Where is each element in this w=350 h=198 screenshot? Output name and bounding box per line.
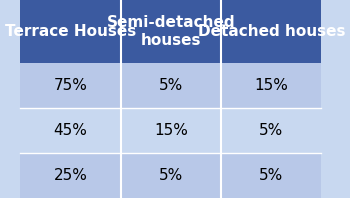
FancyBboxPatch shape (221, 153, 321, 198)
FancyBboxPatch shape (221, 108, 321, 153)
FancyBboxPatch shape (121, 153, 221, 198)
Text: Detached houses: Detached houses (197, 24, 345, 39)
Text: 5%: 5% (159, 168, 183, 183)
FancyBboxPatch shape (20, 108, 121, 153)
FancyBboxPatch shape (20, 0, 121, 63)
Text: 15%: 15% (154, 123, 188, 138)
Text: 45%: 45% (54, 123, 88, 138)
Text: 15%: 15% (254, 78, 288, 93)
FancyBboxPatch shape (121, 63, 221, 108)
Text: 5%: 5% (159, 78, 183, 93)
FancyBboxPatch shape (221, 0, 321, 63)
Text: 75%: 75% (54, 78, 88, 93)
FancyBboxPatch shape (20, 153, 121, 198)
FancyBboxPatch shape (121, 108, 221, 153)
FancyBboxPatch shape (221, 63, 321, 108)
Text: Terrace Houses: Terrace Houses (5, 24, 136, 39)
Text: 5%: 5% (259, 168, 284, 183)
Text: Semi-detached
houses: Semi-detached houses (107, 15, 235, 49)
Text: 5%: 5% (259, 123, 284, 138)
FancyBboxPatch shape (121, 0, 221, 63)
Text: 25%: 25% (54, 168, 88, 183)
FancyBboxPatch shape (20, 63, 121, 108)
